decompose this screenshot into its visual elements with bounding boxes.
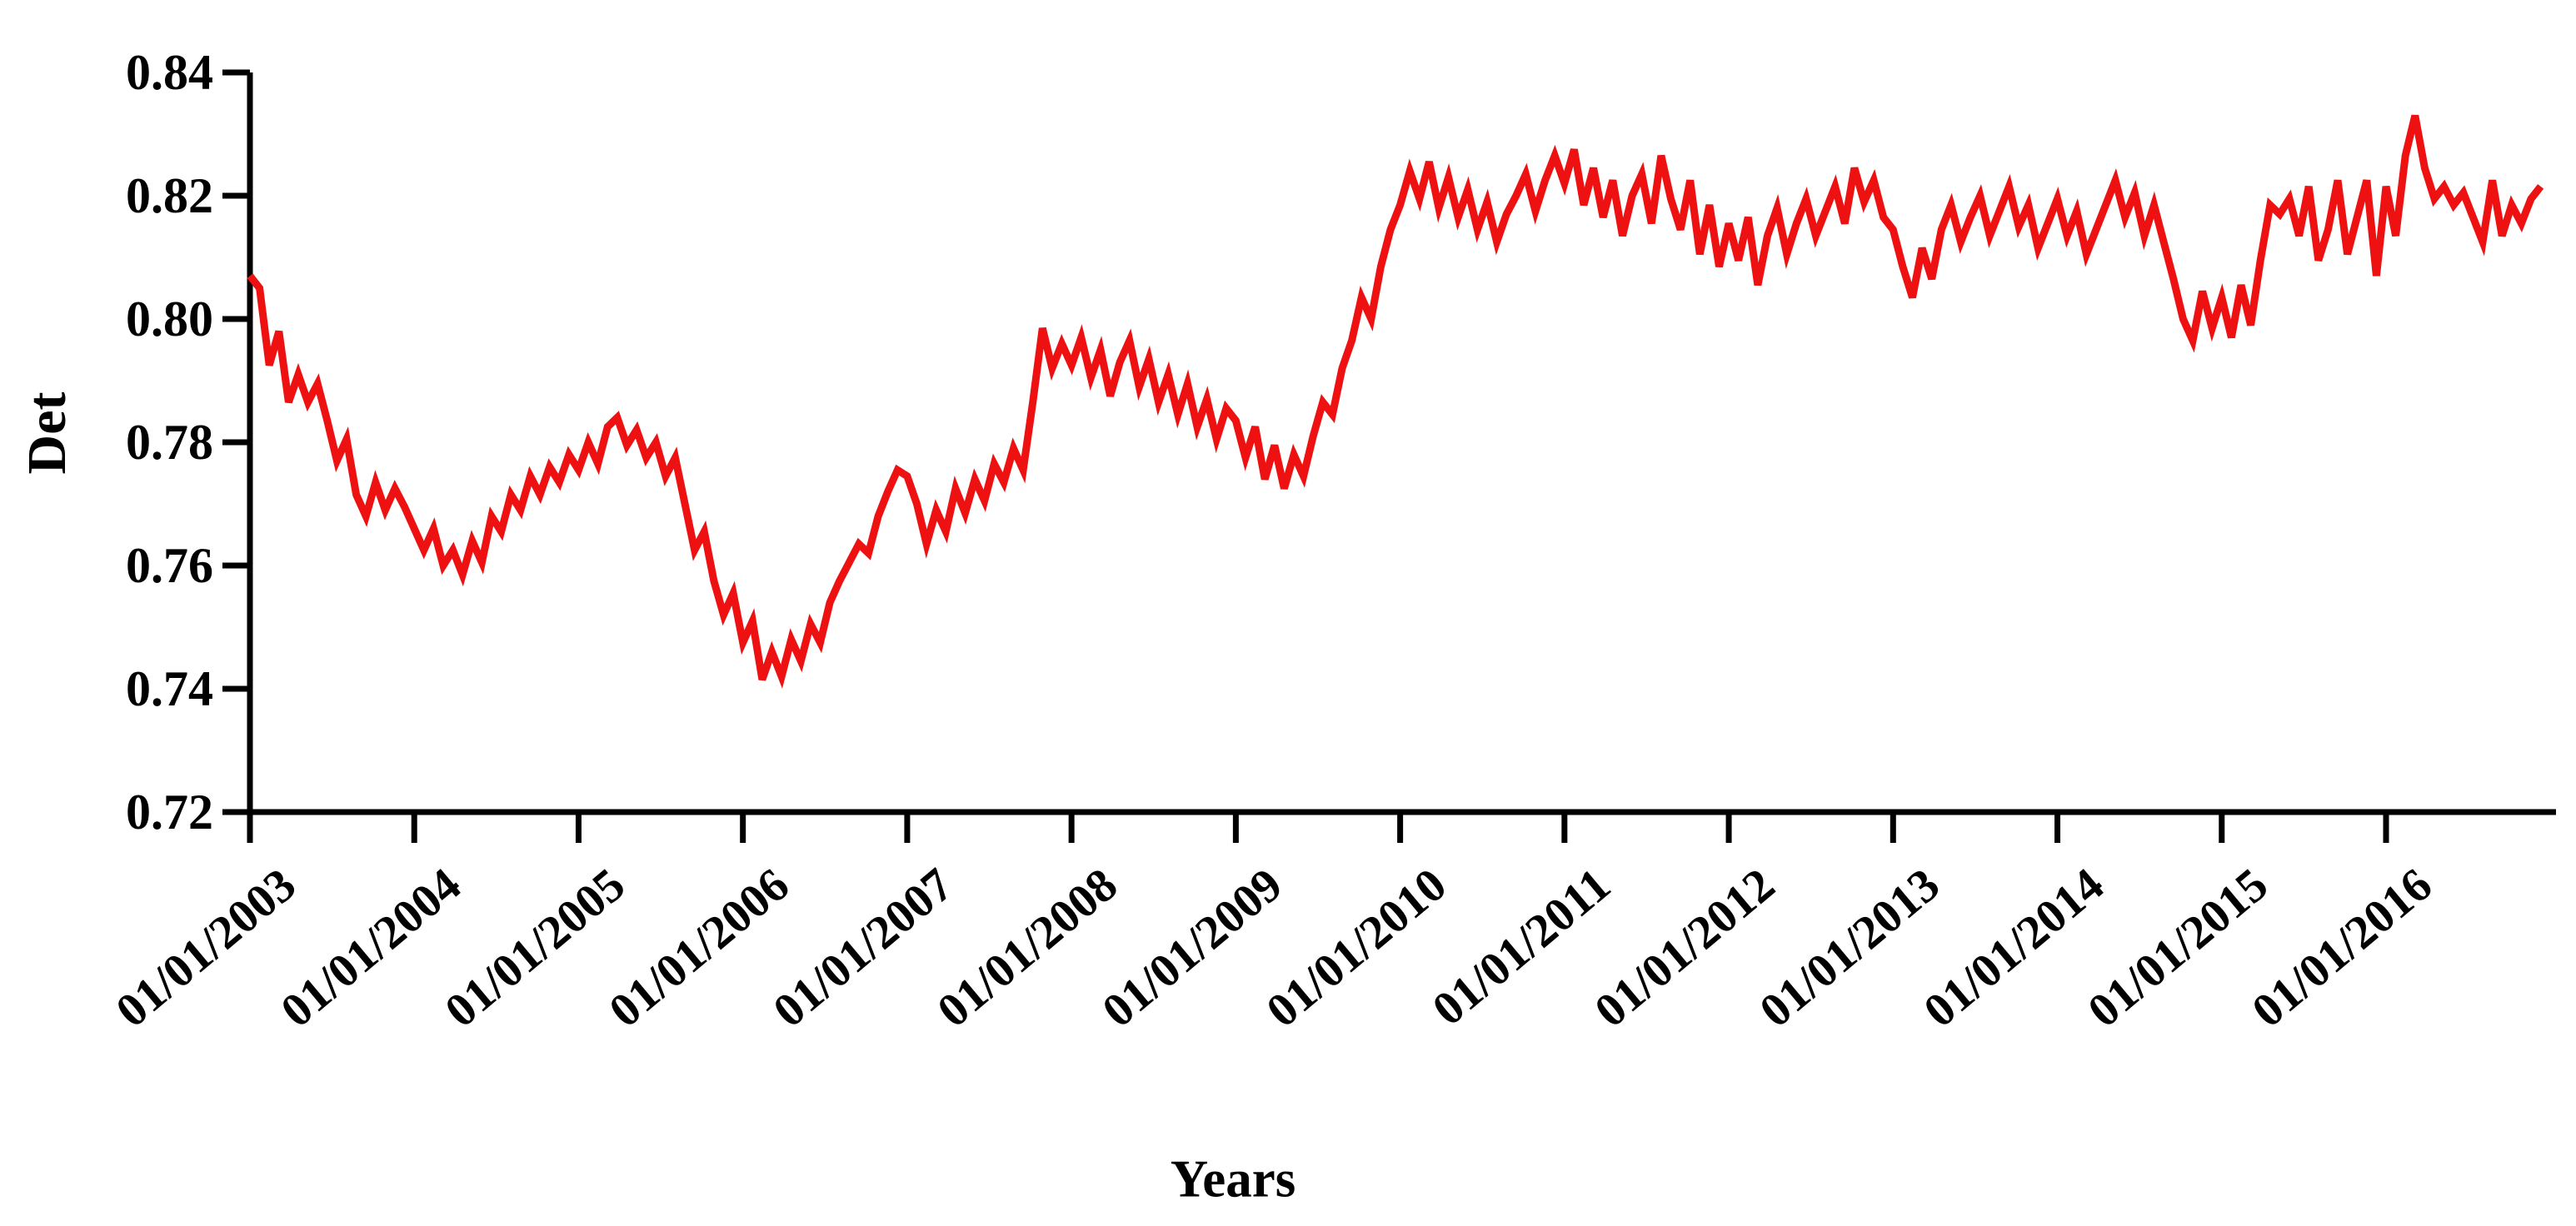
y-tick-label: 0.72 [126,785,213,840]
y-tick-label: 0.76 [126,538,213,593]
y-tick-label: 0.82 [126,168,213,223]
det-series-line [247,114,2544,689]
y-tick-label: 0.84 [126,45,213,100]
x-axis-title: Years [1170,1149,1296,1209]
y-tick-label: 0.74 [126,661,213,716]
y-tick-label: 0.78 [126,415,213,470]
y-tick-label: 0.80 [126,292,213,346]
